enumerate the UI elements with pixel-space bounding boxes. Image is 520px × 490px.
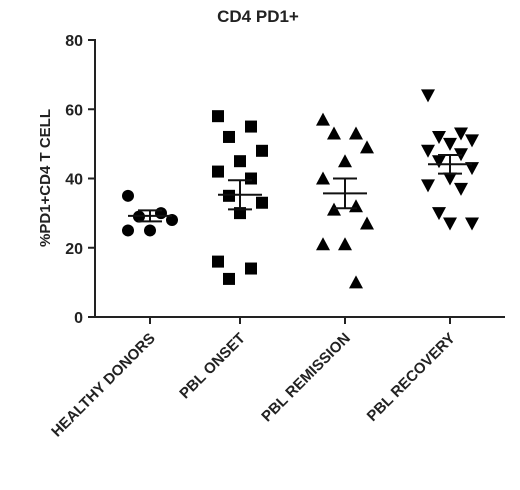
- dot: [421, 144, 435, 158]
- dot: [327, 126, 341, 140]
- dot: [316, 237, 330, 251]
- dot: [122, 189, 134, 202]
- dot: [465, 162, 479, 176]
- dot: [432, 130, 446, 144]
- dot: [465, 134, 479, 148]
- dot: [465, 217, 479, 231]
- dot: [432, 155, 446, 169]
- dot: [212, 110, 224, 123]
- dot: [443, 137, 457, 151]
- dot: [454, 127, 468, 141]
- dot: [245, 262, 257, 275]
- x-tick-label: PBL ONSET: [176, 330, 249, 403]
- dot: [316, 171, 330, 185]
- dot: [338, 154, 352, 168]
- dot: [166, 214, 178, 227]
- dot: [338, 237, 352, 251]
- dot: [316, 112, 330, 126]
- dot: [256, 196, 268, 209]
- dot: [212, 165, 224, 178]
- dot: [212, 255, 224, 268]
- chart-title: CD4 PD1+: [217, 7, 299, 26]
- dot: [443, 172, 457, 186]
- dot: [223, 272, 235, 285]
- dot: [234, 155, 246, 168]
- dot: [155, 207, 167, 220]
- x-tick-label: HEALTHY DONORS: [48, 330, 159, 441]
- dot: [349, 199, 363, 213]
- dot: [421, 179, 435, 193]
- dot: [349, 275, 363, 289]
- x-tick-label: PBL RECOVERY: [364, 330, 459, 425]
- dot: [223, 130, 235, 143]
- dot: [432, 207, 446, 221]
- dot: [454, 182, 468, 196]
- dot: [421, 89, 435, 103]
- dot: [349, 126, 363, 140]
- dot: [443, 217, 457, 231]
- y-axis-label: %PD1+CD4 T CELL: [37, 109, 54, 247]
- x-tick-label: PBL REMISSION: [258, 330, 354, 426]
- dot: [245, 172, 257, 185]
- y-tick-label: 60: [65, 102, 83, 119]
- dot: [256, 144, 268, 157]
- dot: [245, 120, 257, 133]
- dot: [223, 189, 235, 202]
- y-tick-label: 40: [65, 172, 83, 189]
- y-tick-label: 80: [65, 33, 83, 50]
- y-tick-label: 20: [65, 241, 83, 258]
- dot: [360, 140, 374, 154]
- dot: [144, 224, 156, 237]
- dot: [122, 224, 134, 237]
- dot: [360, 216, 374, 230]
- y-tick-label: 0: [74, 310, 83, 327]
